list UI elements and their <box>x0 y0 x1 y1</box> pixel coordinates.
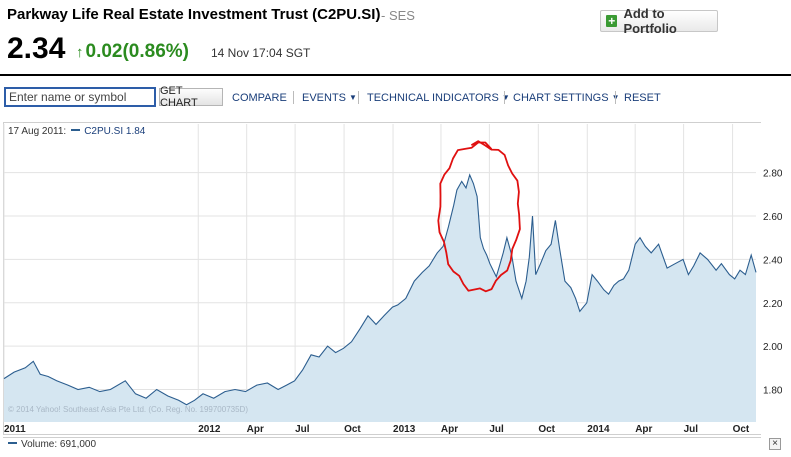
volume-swatch <box>8 442 17 444</box>
events-menu[interactable]: EVENTS ▼ <box>302 92 357 104</box>
x-tick-label: Jul <box>295 424 310 435</box>
events-label: EVENTS <box>302 92 347 104</box>
up-arrow-icon: ↑ <box>76 44 84 61</box>
legend-date: 17 Aug 2011: <box>8 126 67 137</box>
quote-timestamp: 14 Nov 17:04 SGT <box>211 46 311 60</box>
toolbar-separator <box>293 91 294 104</box>
y-tick-label: 2.60 <box>763 212 783 223</box>
price-change: ↑ 0.02(0.86%) <box>76 40 189 65</box>
price-line <box>3 173 757 406</box>
volume-value: Volume: 691,000 <box>21 439 97 450</box>
annotation-circle <box>437 140 521 293</box>
x-tick-label: 2012 <box>198 424 221 435</box>
copyright-notice: © 2014 Yahoo! Southeast Asia Pte Ltd. (C… <box>8 405 248 414</box>
caret-down-icon: ▼ <box>501 93 510 102</box>
toolbar-separator <box>358 91 359 104</box>
x-tick-label: Oct <box>538 424 555 435</box>
volume-close-button[interactable]: × <box>769 438 781 450</box>
symbol-search-input[interactable] <box>4 87 156 107</box>
toolbar-separator <box>615 91 616 104</box>
x-tick-label: Oct <box>733 424 750 435</box>
series-swatch <box>71 129 81 131</box>
x-tick-label: Apr <box>441 424 458 435</box>
exchange-label: - SES <box>381 8 415 23</box>
x-tick-label: Jul <box>489 424 504 435</box>
chart-settings-label: CHART SETTINGS <box>513 92 609 104</box>
header-divider <box>0 74 791 76</box>
y-axis-ticks: 1.80 2.00 2.20 2.40 2.60 2.80 <box>763 169 783 397</box>
legend-series-value: C2PU.SI 1.84 <box>84 126 146 137</box>
plus-icon: + <box>606 15 618 27</box>
x-tick-label: 2014 <box>587 424 610 435</box>
y-tick-label: 2.00 <box>763 342 783 353</box>
caret-down-icon: ▼ <box>349 93 357 102</box>
x-tick-label: Apr <box>635 424 652 435</box>
y-tick-label: 1.80 <box>763 385 783 396</box>
x-tick-label: 2011 <box>4 424 26 435</box>
technical-indicators-menu[interactable]: TECHNICAL INDICATORS ▼ <box>367 92 510 104</box>
x-tick-label: Jul <box>684 424 699 435</box>
volume-legend: Volume: 691,000 <box>8 439 96 450</box>
chart-legend: 17 Aug 2011: C2PU.SI 1.84 <box>8 126 145 137</box>
compare-link[interactable]: COMPARE <box>232 92 287 104</box>
y-tick-label: 2.40 <box>763 255 783 266</box>
x-axis-ticks: 2011 2012 Apr Jul Oct 2013 Apr Jul Oct 2014 Apr Jul… <box>4 424 750 435</box>
chart-toolbar: GET CHART COMPARE EVENTS▼ TECHNICAL INDI… <box>0 84 791 110</box>
x-tick-label: Oct <box>344 424 361 435</box>
x-tick-label: Apr <box>247 424 264 435</box>
add-to-portfolio-label: Add to Portfolio <box>623 6 677 36</box>
add-to-portfolio-button[interactable]: + Add to Portfolio <box>600 6 718 36</box>
y-tick-label: 2.20 <box>763 299 783 310</box>
price-change-value: 0.02(0.86%) <box>85 41 190 62</box>
y-tick-label: 2.80 <box>763 169 783 180</box>
x-tick-label: 2013 <box>393 424 416 435</box>
volume-panel <box>3 437 761 451</box>
page-title: Parkway Life Real Estate Investment Trus… <box>7 6 381 23</box>
toolbar-separator <box>504 91 505 104</box>
last-price: 2.34 <box>7 32 66 65</box>
reset-link[interactable]: RESET <box>624 92 661 104</box>
get-chart-button[interactable]: GET CHART <box>159 85 223 109</box>
price-area-fill <box>4 174 756 422</box>
technical-indicators-label: TECHNICAL INDICATORS <box>367 92 499 104</box>
